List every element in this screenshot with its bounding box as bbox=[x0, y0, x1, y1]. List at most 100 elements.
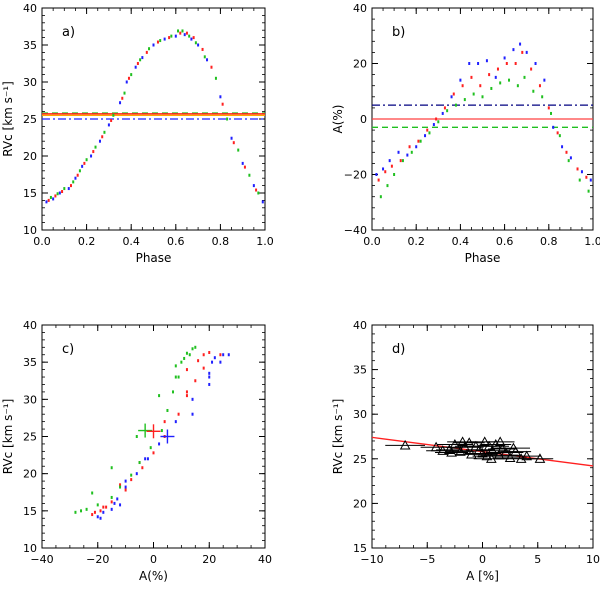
data-point bbox=[130, 473, 133, 477]
data-point bbox=[130, 73, 133, 77]
y-axis-label: RVc [km s⁻¹] bbox=[1, 399, 15, 475]
y-tick-label: 20 bbox=[353, 497, 367, 510]
data-point bbox=[146, 457, 149, 461]
data-point bbox=[52, 197, 55, 201]
data-point bbox=[388, 159, 391, 163]
x-tick-label: 0.8 bbox=[212, 235, 230, 248]
data-point bbox=[135, 435, 138, 438]
data-point bbox=[110, 118, 113, 122]
data-point bbox=[241, 161, 244, 165]
data-point bbox=[197, 359, 200, 363]
y-tick-label: 35 bbox=[23, 356, 37, 369]
data-point bbox=[124, 485, 127, 489]
data-point bbox=[110, 507, 113, 511]
data-point bbox=[80, 509, 83, 513]
data-point bbox=[179, 31, 182, 35]
data-point bbox=[134, 65, 137, 69]
data-point bbox=[159, 39, 162, 43]
data-point bbox=[261, 200, 264, 204]
x-axis-label: Phase bbox=[465, 251, 501, 265]
x-tick-label: 0.0 bbox=[363, 235, 381, 248]
data-point bbox=[166, 408, 169, 412]
x-tick-label: 0.6 bbox=[496, 235, 514, 248]
y-tick-label: 10 bbox=[23, 542, 37, 555]
x-tick-label: 0.4 bbox=[122, 235, 140, 248]
data-point bbox=[446, 109, 449, 113]
x-axis-label: Phase bbox=[136, 251, 172, 265]
data-point bbox=[177, 29, 180, 33]
data-point bbox=[110, 466, 113, 470]
data-point bbox=[505, 62, 508, 65]
data-point bbox=[141, 56, 144, 60]
data-point bbox=[428, 131, 431, 135]
data-point bbox=[174, 34, 177, 38]
data-point bbox=[91, 491, 94, 495]
x-tick-label: 0.8 bbox=[540, 235, 558, 248]
data-point bbox=[530, 67, 533, 71]
data-point bbox=[185, 390, 188, 394]
data-point bbox=[503, 56, 506, 60]
data-point bbox=[149, 446, 152, 450]
data-point bbox=[547, 106, 550, 110]
panel-a: 0.0 0.2 0.4 0.6 0.8 1.0 10 15 20 25 30 35 40 Phase RVc… bbox=[1, 2, 274, 265]
data-point bbox=[459, 78, 462, 82]
data-point bbox=[148, 47, 151, 51]
data-point bbox=[116, 497, 119, 501]
data-point bbox=[377, 178, 380, 182]
data-point bbox=[96, 503, 99, 507]
data-point bbox=[188, 353, 191, 357]
data-point bbox=[158, 442, 161, 446]
data-point bbox=[194, 345, 197, 349]
data-point bbox=[94, 145, 97, 149]
y-tick-label: 30 bbox=[23, 393, 37, 406]
data-point bbox=[135, 472, 138, 476]
data-point bbox=[113, 501, 116, 505]
data-point bbox=[556, 131, 559, 135]
data-point bbox=[514, 62, 517, 65]
data-point bbox=[103, 130, 106, 134]
data-point bbox=[58, 191, 61, 195]
data-point bbox=[379, 195, 382, 199]
data-point bbox=[516, 84, 519, 88]
data-point bbox=[485, 59, 488, 63]
data-point bbox=[221, 102, 224, 106]
data-point bbox=[158, 394, 161, 398]
data-point bbox=[56, 192, 59, 196]
data-point bbox=[587, 189, 590, 193]
data-point bbox=[252, 184, 255, 188]
data-point bbox=[406, 153, 409, 157]
data-point bbox=[119, 101, 122, 105]
data-point bbox=[494, 436, 506, 446]
data-point bbox=[219, 360, 222, 364]
data-point bbox=[565, 150, 568, 154]
x-tick-label: 10 bbox=[586, 553, 600, 566]
data-point bbox=[490, 438, 502, 449]
data-point bbox=[185, 394, 188, 398]
data-point bbox=[174, 420, 177, 424]
y-tick-label: 15 bbox=[23, 505, 37, 518]
data-point bbox=[47, 198, 50, 202]
data-point bbox=[136, 62, 139, 65]
data-point bbox=[99, 516, 102, 520]
data-point bbox=[561, 145, 564, 149]
data-point bbox=[54, 194, 57, 198]
data-point bbox=[99, 509, 102, 513]
data-point bbox=[481, 95, 484, 99]
data-point bbox=[521, 50, 524, 54]
data-point bbox=[444, 444, 455, 454]
data-point bbox=[160, 429, 163, 433]
data-point bbox=[399, 439, 411, 450]
y-tick-label: 40 bbox=[23, 319, 37, 332]
data-point bbox=[435, 117, 438, 121]
y-tick-label: 0 bbox=[360, 113, 367, 126]
y-tick-label: 40 bbox=[353, 319, 367, 332]
data-point bbox=[576, 167, 579, 171]
data-point bbox=[541, 95, 544, 99]
data-point bbox=[479, 84, 482, 88]
panel-d: −10 −5 0 5 10 15 20 25 30 35 40 A [%] RVc [km s⁻¹] d) bbox=[331, 319, 600, 583]
data-point bbox=[183, 33, 186, 37]
data-point bbox=[74, 176, 77, 180]
data-point bbox=[534, 62, 537, 65]
y-axis-label: A(%) bbox=[331, 105, 345, 134]
